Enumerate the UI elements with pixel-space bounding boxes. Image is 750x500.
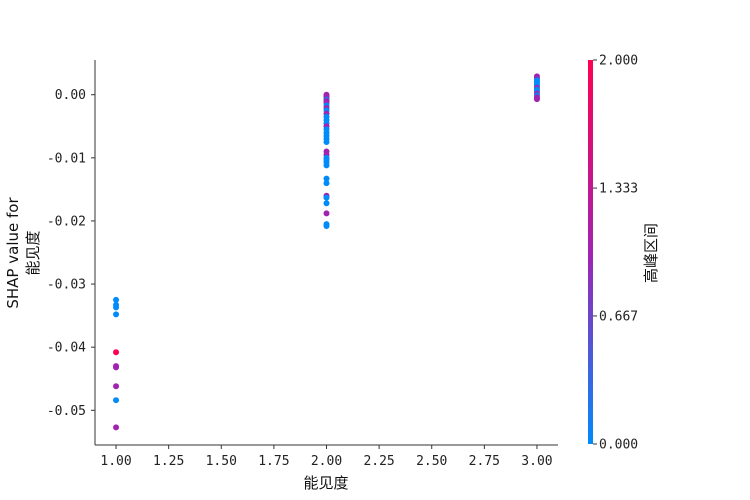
y-axis-label-line-2: 能见度 — [24, 230, 42, 275]
data-point — [113, 424, 120, 431]
y-tick-label: -0.01 — [47, 151, 86, 166]
data-point — [323, 222, 330, 229]
data-point — [323, 194, 330, 201]
colorbar-ticks: 2.000 1.333 0.667 0.000 — [593, 54, 638, 453]
colorbar-tick-label: 0.000 — [599, 438, 638, 453]
plot-area: 1.00 1.25 1.50 1.75 2.00 2.25 2.50 2.75 3.00 0.0… — [47, 60, 558, 469]
data-point — [113, 364, 120, 371]
data-points — [113, 73, 540, 431]
data-point — [323, 162, 330, 169]
y-tick-label: 0.00 — [55, 88, 86, 103]
colorbar-tick-label: 1.333 — [599, 182, 638, 197]
data-point — [113, 311, 120, 318]
data-point — [113, 304, 120, 311]
y-axis-label-line-1: SHAP value for — [4, 197, 22, 309]
data-point — [323, 175, 330, 182]
x-tick-label: 1.75 — [258, 454, 289, 469]
x-tick-label: 3.00 — [521, 454, 552, 469]
y-tick-label: -0.04 — [47, 341, 86, 356]
x-tick-label: 2.50 — [416, 454, 447, 469]
x-tick-label: 2.25 — [363, 454, 394, 469]
y-tick-label: -0.03 — [47, 278, 86, 293]
colorbar-tick-label: 0.667 — [599, 309, 638, 324]
y-axis-label: SHAP value for 能见度 — [4, 197, 42, 309]
x-tick-label: 1.25 — [153, 454, 184, 469]
x-tick-label: 2.75 — [469, 454, 500, 469]
x-tick-label: 1.50 — [206, 454, 237, 469]
y-tick-label: -0.05 — [47, 404, 86, 419]
data-point — [323, 139, 330, 146]
colorbar-tick-label: 2.000 — [599, 54, 638, 69]
colorbar-gradient — [588, 60, 593, 444]
colorbar-label: 高峰区间 — [642, 223, 660, 283]
x-ticks: 1.00 1.25 1.50 1.75 2.00 2.25 2.50 2.75 3.00 — [100, 445, 553, 469]
data-point — [113, 397, 120, 404]
x-tick-label: 2.00 — [311, 454, 342, 469]
y-ticks: 0.00 -0.01 -0.02 -0.03 -0.04 -0.05 — [47, 88, 95, 419]
data-point — [113, 296, 120, 303]
data-point — [533, 96, 540, 103]
x-tick-label: 1.00 — [100, 454, 131, 469]
data-point — [323, 200, 330, 207]
colorbar: 2.000 1.333 0.667 0.000 高峰区间 — [588, 54, 660, 453]
data-point — [113, 349, 120, 356]
data-point — [113, 383, 120, 390]
data-point — [323, 180, 330, 187]
data-point — [323, 210, 330, 217]
x-axis-label: 能见度 — [303, 474, 348, 492]
y-tick-label: -0.02 — [47, 214, 86, 229]
